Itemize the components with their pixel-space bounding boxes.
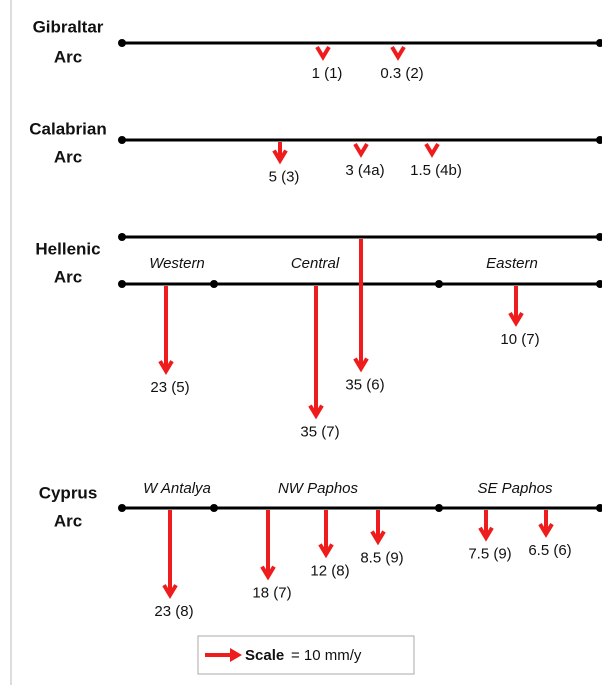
node xyxy=(210,504,218,512)
node xyxy=(596,233,602,241)
arc-title: Hellenic xyxy=(35,239,100,258)
velocity-arrow xyxy=(272,142,288,165)
arrow-head xyxy=(478,526,494,542)
velocity-label: 12 (8) xyxy=(310,562,349,579)
velocity-arrow xyxy=(478,510,494,542)
velocity-arrow xyxy=(538,510,554,538)
region-label: SE Paphos xyxy=(477,480,553,497)
arrow-head xyxy=(353,357,369,373)
velocity-arrow xyxy=(390,45,406,61)
arrow-head xyxy=(315,45,331,61)
arc-title: Arc xyxy=(54,511,82,530)
region-label: W Antalya xyxy=(143,480,211,497)
legend-box xyxy=(197,635,415,675)
velocity-arrow xyxy=(353,239,369,373)
velocity-label: 10 (7) xyxy=(500,331,539,348)
node xyxy=(596,136,602,144)
legend-text: = 10 mm/y xyxy=(291,647,362,664)
velocity-arrow xyxy=(424,142,440,158)
legend-label: Scale xyxy=(245,647,284,664)
node xyxy=(118,39,126,47)
node xyxy=(596,504,602,512)
arrow-head xyxy=(390,45,406,61)
region-label: Western xyxy=(149,255,205,272)
arrow-head xyxy=(162,584,178,599)
velocity-label: 1 (1) xyxy=(312,65,343,82)
velocity-label: 23 (8) xyxy=(154,603,193,620)
velocity-label: 0.3 (2) xyxy=(380,65,423,82)
velocity-label: 35 (7) xyxy=(300,423,339,440)
arc-title: Arc xyxy=(54,147,82,166)
velocity-label: 35 (6) xyxy=(345,376,384,393)
arc-title: Calabrian xyxy=(29,119,106,138)
arrow-head xyxy=(424,142,440,158)
velocity-label: 23 (5) xyxy=(150,379,189,396)
arrow-head xyxy=(508,311,524,327)
velocity-label: 5 (3) xyxy=(269,168,300,185)
velocity-label: 8.5 (9) xyxy=(360,549,403,566)
velocity-label: 6.5 (6) xyxy=(528,542,571,559)
velocity-label: 7.5 (9) xyxy=(468,546,511,563)
node xyxy=(118,280,126,288)
scale-arrow xyxy=(205,648,242,662)
arc-title: Arc xyxy=(54,267,82,286)
velocity-label: 3 (4a) xyxy=(345,162,384,179)
velocity-arrow xyxy=(353,142,369,158)
arc-title: Cyprus xyxy=(39,483,98,502)
node xyxy=(118,504,126,512)
arc-title: Arc xyxy=(54,47,82,66)
velocity-arrow xyxy=(315,45,331,61)
arrow-head xyxy=(272,149,288,165)
velocity-arrow xyxy=(308,286,324,420)
node xyxy=(118,233,126,241)
arrow-head xyxy=(538,523,554,538)
velocity-label: 18 (7) xyxy=(252,585,291,602)
node xyxy=(210,280,218,288)
velocity-arrow xyxy=(158,286,174,375)
region-label: NW Paphos xyxy=(278,480,359,497)
velocity-arrow xyxy=(508,286,524,327)
velocity-arrow xyxy=(162,510,178,599)
arrow-head xyxy=(318,543,334,559)
arrow-head xyxy=(370,530,386,546)
arrow-head xyxy=(353,142,369,158)
node xyxy=(596,280,602,288)
region-label: Eastern xyxy=(486,255,538,272)
node xyxy=(596,39,602,47)
node xyxy=(118,136,126,144)
velocity-label: 1.5 (4b) xyxy=(410,162,462,179)
node xyxy=(435,504,443,512)
node xyxy=(435,280,443,288)
velocity-arrow xyxy=(318,510,334,559)
velocity-arrow xyxy=(370,510,386,546)
arrow-head xyxy=(230,648,242,662)
region-label: Central xyxy=(291,255,340,272)
arrow-head xyxy=(158,360,174,375)
arc-title: Gibraltar xyxy=(33,17,104,36)
arrow-head xyxy=(260,565,276,581)
arrow-head xyxy=(308,404,324,420)
velocity-arrow xyxy=(260,510,276,581)
